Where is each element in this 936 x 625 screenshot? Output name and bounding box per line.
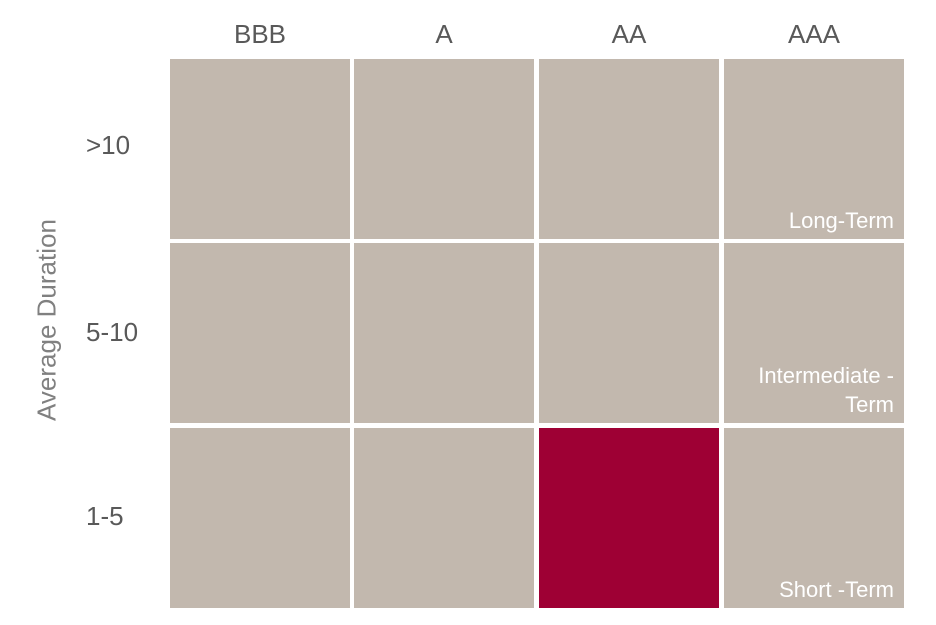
column-label-aa: AA (611, 19, 647, 49)
long-term-label: Long-Term (788, 208, 894, 233)
row-label-1-5: 1-5 (86, 501, 124, 531)
cell-over-10-a (354, 59, 534, 239)
column-label-a: A (435, 19, 453, 49)
column-label-bbb: BBB (233, 19, 287, 49)
cell-5-10-bbb (170, 243, 350, 423)
cell-over-10-aa (539, 59, 719, 239)
cell-5-10-aa (539, 243, 719, 423)
row-label-over-10: >10 (86, 130, 131, 160)
cell-5-10-aaa: Intermediate - Term (724, 243, 904, 423)
row-label-5-10: 5-10 (86, 317, 139, 347)
short-term-label: Short -Term (779, 577, 894, 602)
cell-1-5-bbb (170, 428, 350, 608)
cell-1-5-aa-highlighted (539, 428, 719, 608)
intermediate-term-label: Intermediate - Term (758, 363, 894, 417)
cell-over-10-aaa: Long-Term (724, 59, 904, 239)
column-label-aaa: AAA (787, 19, 841, 49)
cell-over-10-bbb (170, 59, 350, 239)
cell-1-5-a (354, 428, 534, 608)
cell-1-5-aaa: Short -Term (724, 428, 904, 608)
cell-5-10-a (354, 243, 534, 423)
y-axis-title: Average Duration (31, 219, 62, 421)
